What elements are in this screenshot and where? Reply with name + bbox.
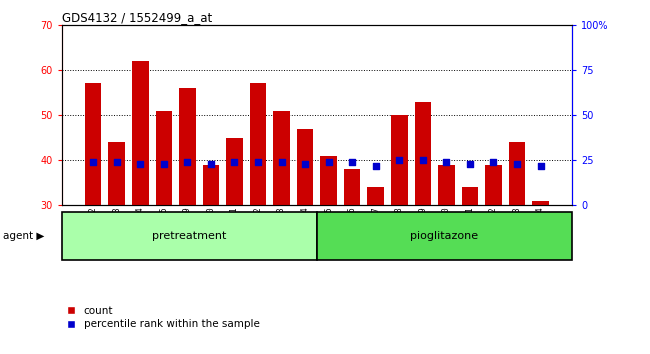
Bar (532, 201, 549, 205)
Point (88, 159, 98, 165)
Bar (226, 138, 242, 205)
Bar (179, 88, 196, 205)
Text: GDS4132 / 1552499_a_at: GDS4132 / 1552499_a_at (62, 11, 212, 24)
Point (300, 161, 310, 167)
Bar (155, 110, 172, 205)
Point (512, 161, 522, 167)
Point (205, 161, 216, 167)
Point (253, 159, 263, 165)
Point (441, 159, 452, 165)
Point (182, 159, 192, 165)
Bar (250, 84, 266, 205)
Bar (438, 165, 454, 205)
Bar (317, 212, 572, 260)
Text: pioglitazone: pioglitazone (410, 231, 478, 241)
Bar (85, 84, 101, 205)
Bar (62, 212, 317, 260)
Bar (509, 142, 525, 205)
Text: pretreatment: pretreatment (152, 231, 226, 241)
Bar (132, 61, 148, 205)
Point (418, 157, 428, 163)
Bar (203, 165, 219, 205)
Point (394, 157, 404, 163)
Bar (367, 187, 384, 205)
Bar (109, 142, 125, 205)
Point (370, 163, 381, 169)
Bar (320, 156, 337, 205)
Legend: count, percentile rank within the sample: count, percentile rank within the sample (67, 306, 259, 329)
Point (276, 159, 287, 165)
Bar (344, 169, 361, 205)
Point (465, 161, 475, 167)
Point (112, 159, 122, 165)
Point (135, 161, 146, 167)
Bar (462, 187, 478, 205)
Bar (486, 165, 502, 205)
Bar (391, 115, 408, 205)
Point (347, 159, 358, 165)
Bar (273, 110, 290, 205)
Bar (297, 129, 313, 205)
Point (488, 159, 499, 165)
Point (536, 163, 546, 169)
Point (324, 159, 334, 165)
Point (159, 161, 169, 167)
Bar (415, 102, 431, 205)
Text: agent ▶: agent ▶ (3, 231, 45, 241)
Point (229, 159, 240, 165)
